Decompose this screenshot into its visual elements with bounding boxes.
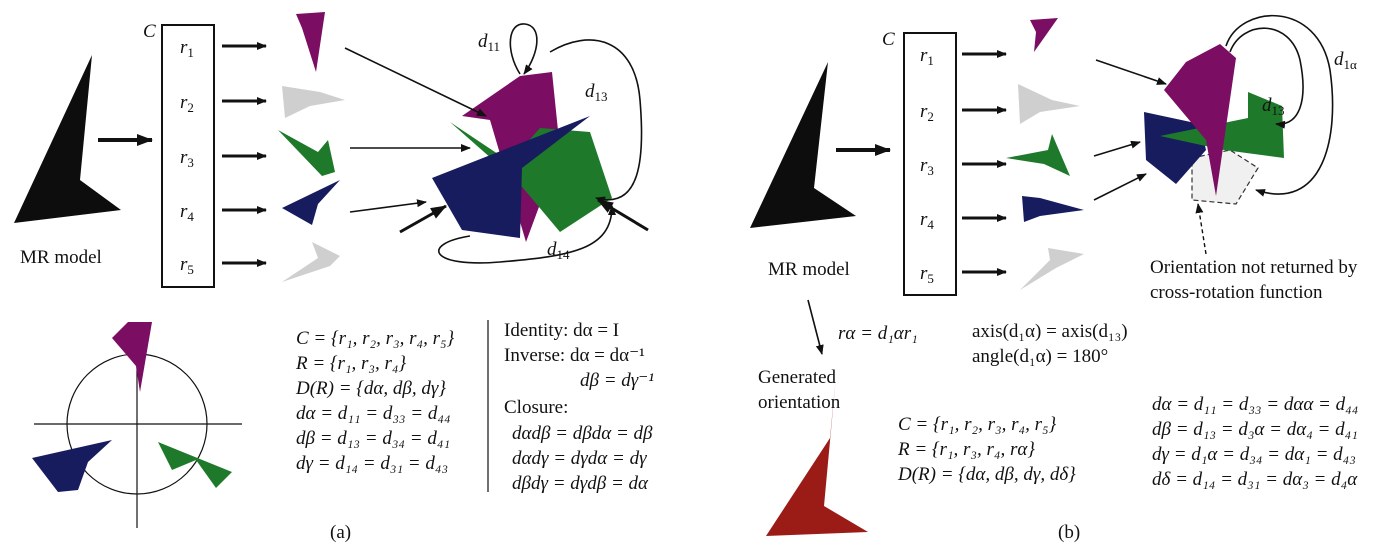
d14-label-a: d14 <box>547 239 570 262</box>
set-eq-line: dγ = d₁₄ = d₃₁ = d₄₃ <box>296 453 449 474</box>
arrow-to-generated-b <box>807 299 824 355</box>
arrow-r4-to-super-a <box>349 199 427 213</box>
rot-label-r4-a: r4 <box>180 201 194 224</box>
group-axiom-inverse: Inverse: dα = dα⁻¹ <box>504 345 645 366</box>
d-eq-line: dβ = d₁₃ = d₃α = dα₄ = d₄₁ <box>1152 419 1358 440</box>
group-axiom-closure: Closure: <box>504 397 569 418</box>
set-eq-line: C = {r₁, r₂, r₃, r₄, r₅} <box>898 414 1057 435</box>
arrow-note-b <box>1195 203 1207 255</box>
rot-label-r1-b: r1 <box>920 45 934 68</box>
orientation-r3-b <box>1006 134 1070 176</box>
closure-eq-3: dβdγ = dγdβ = dα <box>512 473 649 494</box>
set-equations-b: C = {r₁, r₂, r₃, r₄, r₅} R = {r₁, r₃, r₄… <box>898 412 1076 487</box>
set-eq-line: R = {r₁, r₃, r₄, rα} <box>898 439 1035 460</box>
d-eq-line: dγ = d₁α = d₃₄ = dα₁ = d₄₃ <box>1152 444 1356 465</box>
orientation-r2-b <box>1018 84 1080 124</box>
caption-a: (a) <box>330 522 352 543</box>
circle-orientation-left-a <box>32 440 112 492</box>
circle-orientation-right-a <box>158 442 232 488</box>
mr-model-label-b: MR model <box>768 259 850 280</box>
d13-label-a: d13 <box>585 81 608 104</box>
set-label-a: C <box>143 21 156 42</box>
note-line1-b: Orientation not returned by <box>1150 257 1358 278</box>
orientation-r1-b <box>1030 18 1058 52</box>
arrow-in-right-a <box>597 198 649 232</box>
arrow-r3-to-super-b <box>1093 140 1141 157</box>
d1a-label-b: d1α <box>1334 49 1357 72</box>
group-axiom-inverse-2: dβ = dγ⁻¹ <box>580 370 654 391</box>
closure-eq-1: dαdβ = dβdα = dβ <box>512 423 653 444</box>
orientation-r4-b <box>1022 196 1084 222</box>
rotation-set-box-b <box>903 32 957 296</box>
set-label-b: C <box>882 29 895 50</box>
loop-d14-a <box>438 205 616 264</box>
mr-model-shape-b <box>750 62 856 228</box>
arrow-in-left-a <box>399 204 447 234</box>
orientation-r1-a <box>296 12 325 72</box>
generated-line1-b: Generated <box>758 367 837 388</box>
set-eq-line: C = {r₁, r₂, r₃, r₄, r₅} <box>296 328 455 349</box>
rot-label-r2-b: r2 <box>920 101 934 124</box>
rot-label-r3-a: r3 <box>180 147 194 170</box>
generated-line2-b: orientation <box>758 392 841 413</box>
orientation-r4-a <box>282 180 340 225</box>
circle-orientation-top-a <box>112 322 152 392</box>
rot-label-r4-b: r4 <box>920 209 934 232</box>
closure-eq-2: dαdγ = dγdα = dγ <box>512 448 647 469</box>
rot-label-r1-a: r1 <box>180 37 194 60</box>
rot-label-r5-b: r5 <box>920 263 934 286</box>
set-equations-a: C = {r₁, r₂, r₃, r₄, r₅} R = {r₁, r₃, r₄… <box>296 326 454 476</box>
arrow-r1-to-super-b <box>1095 59 1167 85</box>
set-eq-line: dα = d₁₁ = d₃₃ = d₄₄ <box>296 403 451 424</box>
d-eq-line: dδ = d₁₄ = d₃₁ = dα₃ = d₄α <box>1152 469 1358 490</box>
caption-b: (b) <box>1058 522 1081 543</box>
rot-label-r5-a: r5 <box>180 254 194 277</box>
orientation-r2-a <box>282 86 345 118</box>
mr-model-label-a: MR model <box>20 247 102 268</box>
orientation-r5-b <box>1020 248 1084 290</box>
set-eq-line: D(R) = {dα, dβ, dγ, dδ} <box>898 464 1076 485</box>
self-loop-d11-a <box>509 23 538 75</box>
superposed-gray-b <box>1191 149 1259 205</box>
group-axiom-identity: Identity: dα = I <box>504 320 620 341</box>
arrow-r1-to-super-a <box>344 47 487 117</box>
angle-eq-b: angle(d₁α) = 180° <box>972 346 1109 367</box>
note-line2-b: cross-rotation function <box>1150 282 1323 303</box>
orientation-r3-a <box>278 130 335 176</box>
arrow-r4-to-super-b <box>1093 173 1147 201</box>
d11-label-a: d11 <box>478 31 501 54</box>
set-eq-line: R = {r₁, r₃, r₄} <box>296 353 407 374</box>
set-eq-line: dβ = d₁₃ = d₃₄ = d₄₁ <box>296 428 451 449</box>
d-eq-line: dα = d₁₁ = d₃₃ = dαα = d₄₄ <box>1152 394 1359 415</box>
superposed-navy-a <box>432 116 590 238</box>
superposed-purple-b <box>1164 44 1236 196</box>
set-eq-line: D(R) = {dα, dβ, dγ} <box>296 378 446 399</box>
rot-label-r3-b: r3 <box>920 155 934 178</box>
superposed-green-a <box>450 122 612 232</box>
generated-orientation-shape-b <box>766 376 868 536</box>
orientation-r5-a <box>282 242 340 282</box>
mr-model-shape-a <box>14 55 121 223</box>
axis-eq-b: axis(d₁α) = axis(d₁₃) <box>972 321 1128 342</box>
loop-d1a-b <box>1225 14 1334 197</box>
loop-d13-b <box>1229 27 1304 129</box>
d13-label-b: d13 <box>1262 95 1285 118</box>
rotation-set-box-a <box>161 24 215 288</box>
loop-d13-a <box>549 39 643 205</box>
r-alpha-eq-b: rα = d₁αr₁ <box>838 323 918 344</box>
rot-label-r2-a: r2 <box>180 92 194 115</box>
d-equations-b: dα = d₁₁ = d₃₃ = dαα = d₄₄ dβ = d₁₃ = d₃… <box>1152 392 1358 492</box>
